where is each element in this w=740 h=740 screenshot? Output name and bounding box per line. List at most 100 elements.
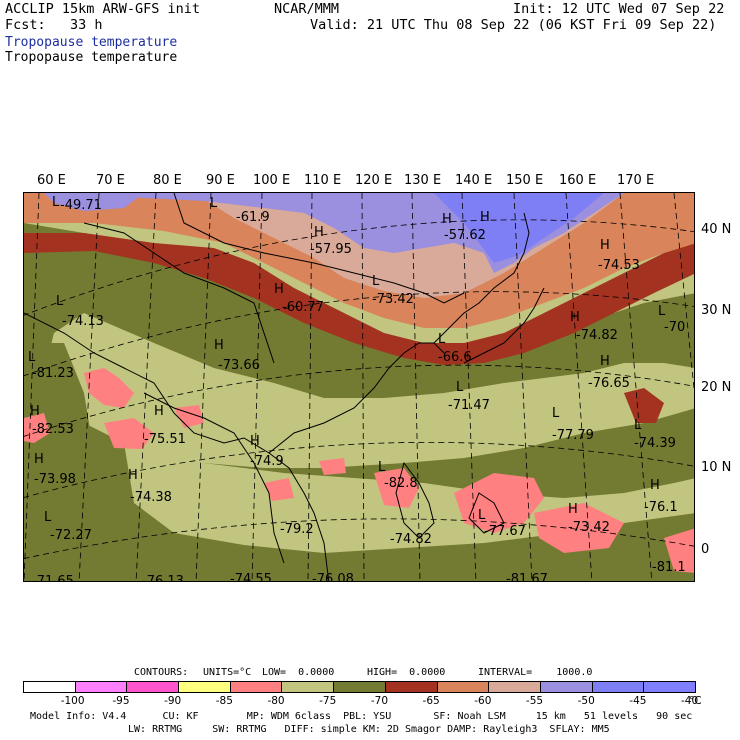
colorbar-tick: -60 [474, 695, 492, 707]
contour-interval: INTERVAL= 1000.0 [478, 667, 593, 678]
colorbar-segment [488, 681, 541, 693]
colorbar-tick: -90 [164, 695, 182, 707]
map-marker: H [274, 282, 284, 297]
field-band-85-80 [319, 458, 346, 475]
colorbar-segment [74, 681, 128, 693]
colorbar-tick: -85 [215, 695, 233, 707]
lat-label: 0 [701, 542, 710, 557]
map-value: -76.08 [312, 572, 354, 582]
map-value: -74.39 [634, 436, 676, 451]
map-value: -79.2 [280, 522, 314, 537]
map-value: -74.53 [598, 258, 640, 273]
map-value: -82.53 [32, 422, 74, 437]
physics-info: LW: RRTMG SW: RRTMG DIFF: simple KM: 2D … [128, 724, 610, 735]
lat-label: 40 N [701, 222, 732, 237]
colorbar-segment [436, 681, 490, 693]
map-marker: H [214, 338, 224, 353]
map-value: -81.1 [652, 560, 686, 575]
field-band-55-50 [44, 193, 144, 211]
map-value: -74.13 [62, 314, 104, 329]
contour-units: UNITS=°C [203, 667, 252, 678]
field-band-50-45 [434, 193, 604, 263]
colorbar-tick: -80 [267, 695, 285, 707]
map-value: -66.6 [438, 350, 472, 365]
map-value: -61.9 [236, 210, 270, 225]
center-label: NCAR/MMM [274, 1, 340, 17]
lon-label: 80 E [153, 173, 182, 188]
map-value: -73.42 [568, 520, 610, 535]
field-band-85-80 [374, 468, 419, 508]
lon-label: 100 E [253, 173, 291, 188]
map-panel: L -49.71 L -61.9 H -57.95 H H -57.62 H -… [23, 192, 695, 582]
lon-label: 70 E [96, 173, 125, 188]
field-band-85-80 [84, 368, 134, 408]
map-marker: L [44, 510, 52, 525]
map-marker: L [56, 294, 64, 309]
field-band-85-80 [104, 418, 154, 449]
map-marker: H [128, 468, 138, 483]
colorbar-tick: -100 [60, 695, 85, 707]
lon-label: 150 E [506, 173, 544, 188]
lon-label: 60 E [37, 173, 66, 188]
map-value: -72.27 [50, 528, 92, 543]
map-value: -74.55 [230, 572, 272, 582]
map-value: -76.1 [644, 500, 678, 515]
field-band-70-65 [624, 388, 664, 423]
colorbar-tick: -55 [525, 695, 544, 707]
map-marker: H [30, 404, 40, 419]
field-band-70-65 [24, 233, 694, 365]
map-value: -77.67 [484, 524, 526, 539]
map-marker: L [28, 350, 36, 365]
field-band-80-75 [44, 313, 694, 468]
colorbar-segment [333, 681, 386, 693]
coastlines [24, 193, 545, 581]
field-band-85-80 [264, 478, 294, 501]
map-value: -57.62 [444, 228, 486, 243]
lon-label: 160 E [559, 173, 597, 188]
colorbar-tick: -45 [629, 695, 647, 707]
map-marker: H [650, 478, 660, 493]
lon-label: 90 E [206, 173, 235, 188]
contour-low: LOW= 0.0000 [262, 667, 335, 678]
lon-label: 120 E [355, 173, 393, 188]
colorbar-tick: -40 [681, 695, 699, 707]
map-marker: H [154, 404, 164, 419]
map-value: -60.77 [282, 300, 324, 315]
lat-label: 30 N [701, 303, 732, 318]
map-value: -76.65 [588, 376, 630, 391]
map-value: -49.71 [60, 198, 102, 213]
map-marker: H [600, 354, 610, 369]
colorbar-segment [126, 681, 180, 693]
field-band-75-70 [24, 343, 694, 581]
map-marker: L [456, 380, 464, 395]
map-value: -57.95 [310, 242, 352, 257]
colorbar-segment [178, 681, 231, 693]
field-band-85-80 [664, 528, 694, 573]
map-marker: H [480, 210, 490, 225]
map-value: -70 [664, 320, 685, 335]
colorbar-tick: -50 [577, 695, 595, 707]
colorbar-segment [229, 681, 283, 693]
field-band-85-80 [24, 413, 50, 443]
map-value: -71.47 [448, 398, 490, 413]
lat-lon-grid [24, 193, 694, 581]
model-title: ACCLIP 15km ARW-GFS init [5, 1, 201, 17]
map-value: -73.42 [372, 292, 414, 307]
map-marker: H [570, 310, 580, 325]
lon-label: 140 E [455, 173, 493, 188]
lat-label: 20 N [701, 380, 732, 395]
lon-label: 170 E [617, 173, 655, 188]
contour-high: HIGH= 0.0000 [367, 667, 446, 678]
map-marker: L [210, 196, 218, 211]
colorbar-segment [384, 681, 438, 693]
init-time: Init: 12 UTC Wed 07 Sep 22 [513, 1, 725, 17]
map-marker: H [600, 238, 610, 253]
map-value: -74.38 [130, 490, 172, 505]
colorbar-segment [591, 681, 645, 693]
map-value: -77.79 [552, 428, 594, 443]
map-value: -81.67 [506, 572, 548, 582]
map-marker: H [250, 434, 260, 449]
forecast-hour: Fcst: 33 h [5, 17, 103, 33]
map-value: -81.23 [32, 366, 74, 381]
map-value: -76.13 [142, 574, 184, 582]
